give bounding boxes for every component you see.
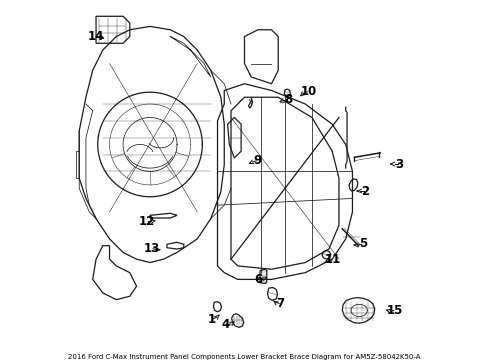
Text: 10: 10	[300, 85, 316, 98]
Text: 2: 2	[361, 185, 368, 198]
Text: 3: 3	[395, 158, 403, 171]
Text: 8: 8	[284, 94, 292, 107]
Text: 11: 11	[324, 253, 340, 266]
Text: 2016 Ford C-Max Instrument Panel Components Lower Bracket Brace Diagram for AM5Z: 2016 Ford C-Max Instrument Panel Compone…	[68, 354, 420, 360]
Text: 9: 9	[253, 154, 261, 167]
Text: 6: 6	[253, 273, 262, 286]
Text: 5: 5	[358, 238, 366, 251]
Text: 14: 14	[87, 30, 103, 43]
Text: 15: 15	[386, 304, 402, 317]
Text: 1: 1	[207, 313, 215, 326]
Text: 13: 13	[143, 242, 160, 255]
Text: 7: 7	[276, 297, 284, 310]
Text: 12: 12	[138, 215, 155, 228]
Text: 4: 4	[222, 319, 229, 332]
